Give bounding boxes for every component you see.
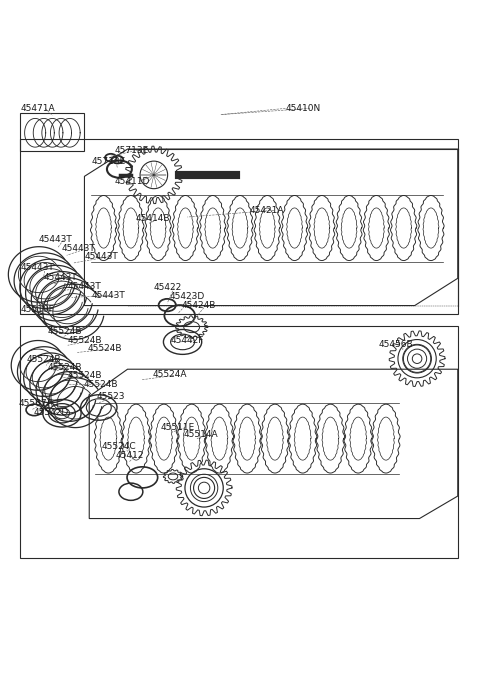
Text: 45524B: 45524B (48, 363, 82, 373)
Text: 45511E: 45511E (161, 423, 195, 432)
Text: 45524B: 45524B (68, 336, 102, 345)
Text: 45443T: 45443T (92, 291, 125, 300)
Text: 45414B: 45414B (136, 214, 170, 223)
Text: 45510F: 45510F (21, 305, 55, 314)
Text: 45524A: 45524A (153, 370, 187, 379)
Text: 45514A: 45514A (183, 430, 218, 439)
Text: 45443T: 45443T (21, 264, 55, 272)
Text: 45456B: 45456B (379, 340, 413, 349)
Text: 45524B: 45524B (48, 328, 82, 336)
Text: 45411D: 45411D (115, 177, 150, 186)
Text: 45421A: 45421A (250, 206, 284, 215)
Text: 45443T: 45443T (44, 273, 77, 282)
Text: 45524B: 45524B (84, 379, 118, 389)
Text: 45524C: 45524C (101, 442, 136, 452)
Text: 45713E: 45713E (114, 146, 148, 155)
Text: 45524B: 45524B (88, 344, 122, 353)
Text: 45443T: 45443T (68, 282, 101, 291)
Text: 45423D: 45423D (169, 292, 204, 301)
Text: 45410N: 45410N (286, 104, 321, 113)
Text: 45443T: 45443T (39, 236, 73, 244)
Text: 45542D: 45542D (33, 408, 69, 417)
Text: 45524B: 45524B (68, 371, 102, 381)
Text: 45713E: 45713E (92, 157, 126, 166)
Bar (20, 326, 458, 558)
Text: 45471A: 45471A (21, 104, 55, 113)
Text: 45443T: 45443T (62, 244, 96, 253)
Bar (20, 113, 84, 151)
Text: 45524B: 45524B (27, 355, 61, 364)
Text: 45442F: 45442F (170, 336, 204, 345)
Text: 45412: 45412 (116, 451, 144, 460)
Text: 45443T: 45443T (84, 252, 118, 262)
Text: 45424B: 45424B (181, 300, 216, 310)
Text: 45422: 45422 (154, 283, 182, 292)
Text: 45567A: 45567A (19, 399, 54, 408)
Text: 45523: 45523 (96, 392, 125, 400)
Bar (20, 140, 458, 314)
